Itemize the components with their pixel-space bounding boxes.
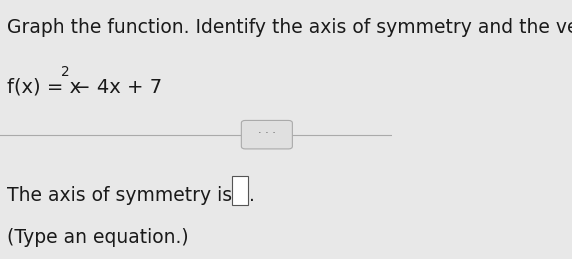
Text: · · ·: · · · bbox=[258, 128, 276, 138]
FancyBboxPatch shape bbox=[232, 176, 248, 205]
Text: Graph the function. Identify the axis of symmetry and the vertex.: Graph the function. Identify the axis of… bbox=[7, 18, 572, 37]
Text: (Type an equation.): (Type an equation.) bbox=[7, 228, 189, 247]
Text: The axis of symmetry is: The axis of symmetry is bbox=[7, 186, 232, 205]
Text: − 4x + 7: − 4x + 7 bbox=[68, 78, 162, 97]
Text: .: . bbox=[249, 186, 255, 205]
Text: 2: 2 bbox=[61, 65, 70, 79]
Text: f(x) = x: f(x) = x bbox=[7, 78, 81, 97]
FancyBboxPatch shape bbox=[241, 120, 292, 149]
